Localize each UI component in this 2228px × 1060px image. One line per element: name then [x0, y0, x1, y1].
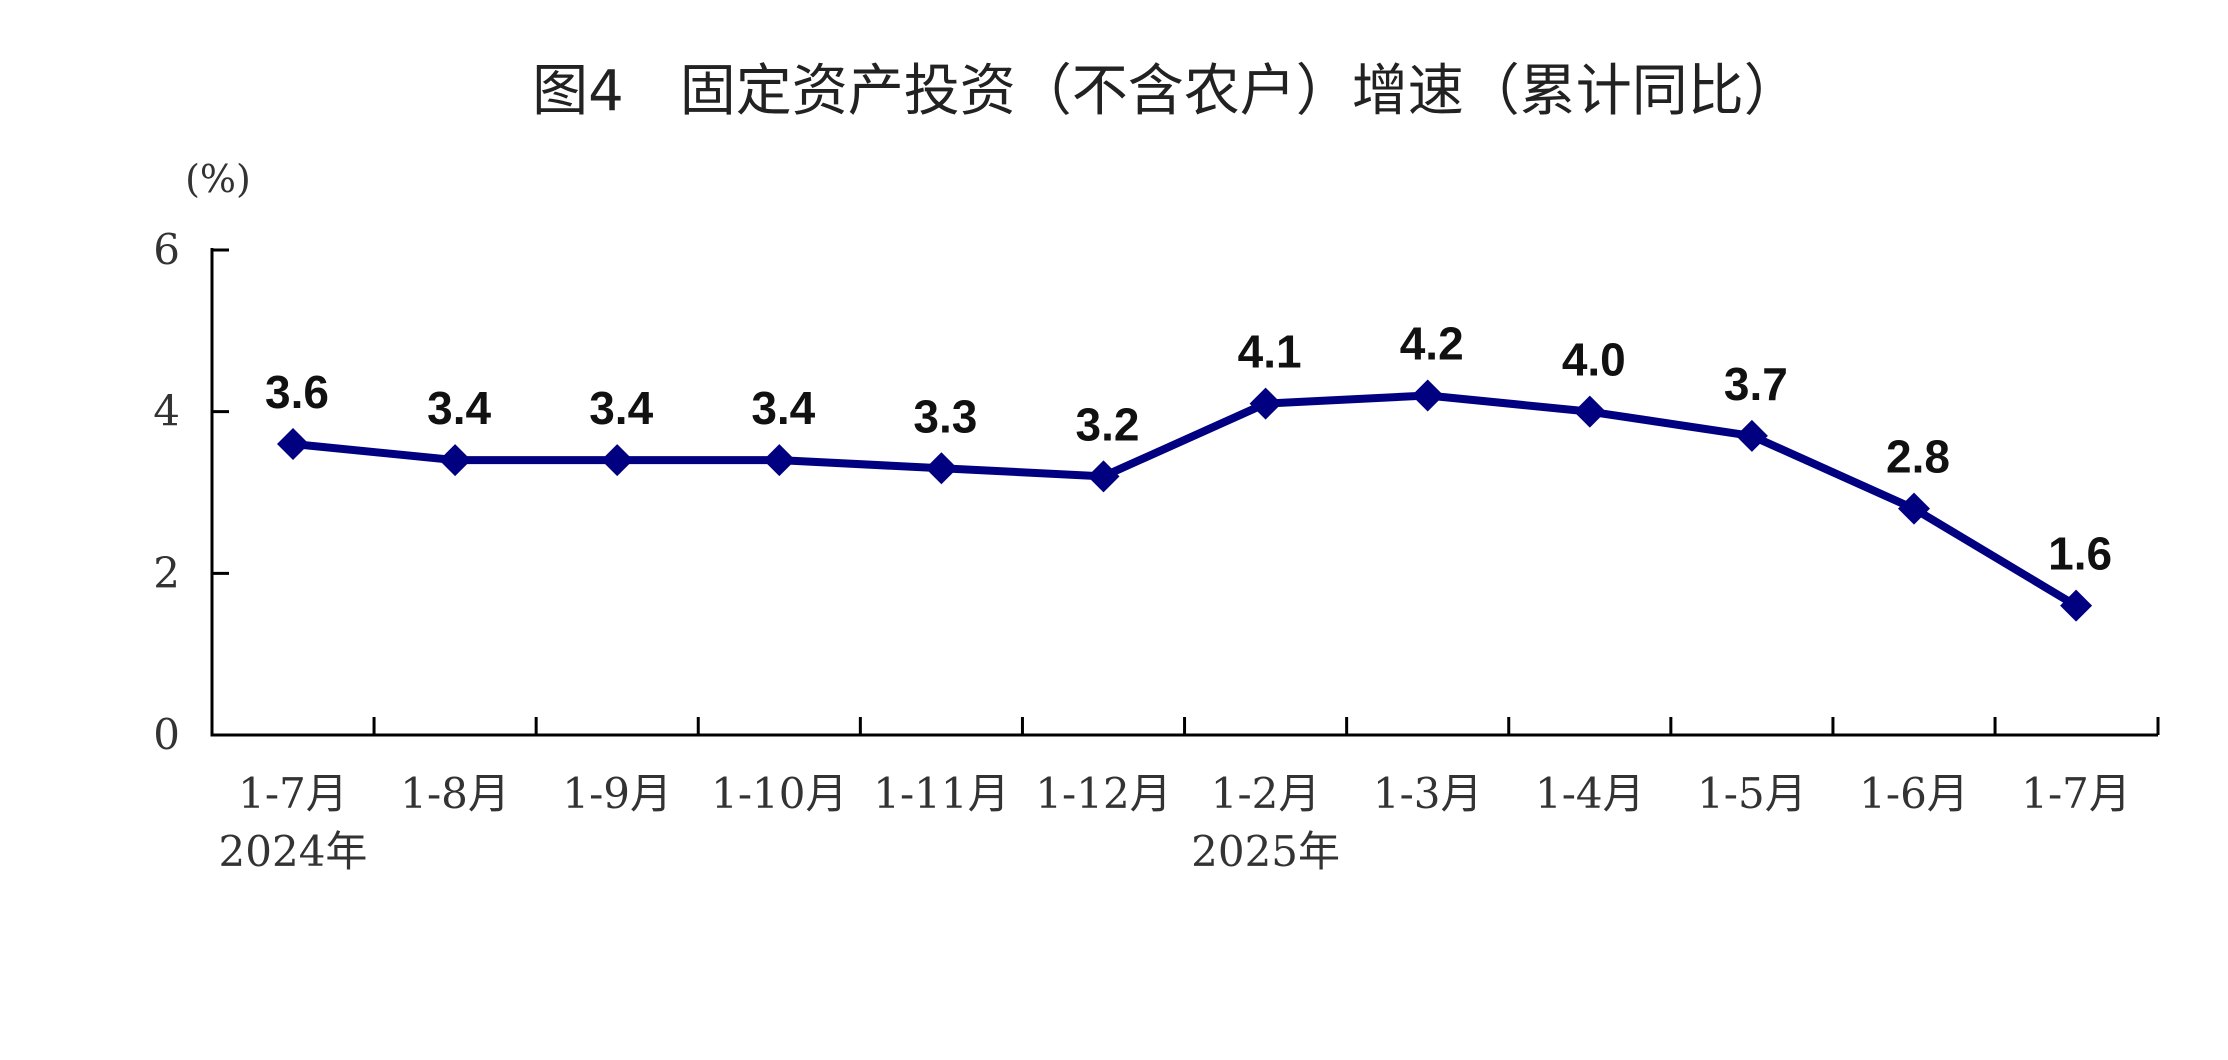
x-year-label: 2025年 [1191, 827, 1340, 876]
data-label: 3.4 [589, 382, 653, 434]
x-tick-label: 1-9月 [562, 769, 672, 818]
y-tick-label: 4 [153, 387, 180, 436]
data-labels: 3.6 3.4 3.4 3.4 3.3 3.2 4.1 4.2 4.0 3.7 2.8 1.6 [265, 318, 2112, 580]
data-label: 1.6 [2048, 528, 2112, 580]
y-tick-labels: 0 2 4 6 [153, 225, 180, 759]
data-label: 3.6 [265, 366, 329, 418]
series-markers [277, 379, 2093, 622]
x-tick-label: 1-10月 [711, 769, 847, 818]
y-tick-label: 2 [153, 548, 180, 597]
x-tick-label: 1-11月 [873, 769, 1009, 818]
data-point-marker [1087, 460, 1120, 493]
x-tick-label: 1-4月 [1535, 769, 1645, 818]
x-tick-label: 1-3月 [1373, 769, 1483, 818]
y-tick-label: 6 [153, 225, 180, 274]
data-point-marker [2060, 589, 2093, 622]
data-point-marker [439, 444, 472, 477]
data-point-marker [1249, 387, 1282, 420]
axes [210, 248, 2160, 737]
data-point-marker [1898, 492, 1930, 525]
series-line [289, 391, 2081, 610]
data-label: 3.4 [427, 382, 491, 434]
x-tick-label: 1-8月 [400, 769, 510, 818]
data-label: 4.1 [1238, 326, 1302, 378]
data-point-marker [925, 452, 958, 485]
data-point-marker [1411, 379, 1444, 412]
data-point-marker [601, 444, 634, 477]
chart-title: 图4 固定资产投资（不含农户）增速（累计同比） [532, 59, 1800, 124]
x-tick-label: 1-7月 [238, 769, 348, 818]
x-tick-label: 1-2月 [1211, 769, 1321, 818]
data-point-marker [277, 428, 309, 460]
data-label: 3.4 [751, 382, 815, 434]
series-line-path [289, 391, 2081, 610]
data-label: 4.0 [1562, 334, 1626, 386]
data-label: 3.7 [1724, 358, 1788, 410]
y-tick-label: 0 [153, 710, 180, 759]
data-label: 3.2 [1076, 398, 1140, 450]
x-tick-label: 1-7月 [2021, 769, 2131, 818]
x-year-label: 2024年 [219, 827, 368, 876]
data-point-marker [1573, 395, 1606, 428]
data-point-marker [763, 444, 796, 477]
x-tick-label: 1-12月 [1035, 769, 1171, 818]
data-point-marker [1735, 419, 1768, 452]
y-unit-label: (%) [185, 157, 251, 201]
data-label: 2.8 [1886, 431, 1950, 483]
data-label: 3.3 [913, 390, 977, 442]
x-tick-labels: 1-7月 1-8月 1-9月 1-10月 1-11月 1-12月 1-2月 1-3月 1-4月 1… [219, 769, 2131, 876]
data-label: 4.2 [1400, 318, 1464, 370]
x-tick-label: 1-5月 [1697, 769, 1807, 818]
x-tick-label: 1-6月 [1859, 769, 1969, 818]
